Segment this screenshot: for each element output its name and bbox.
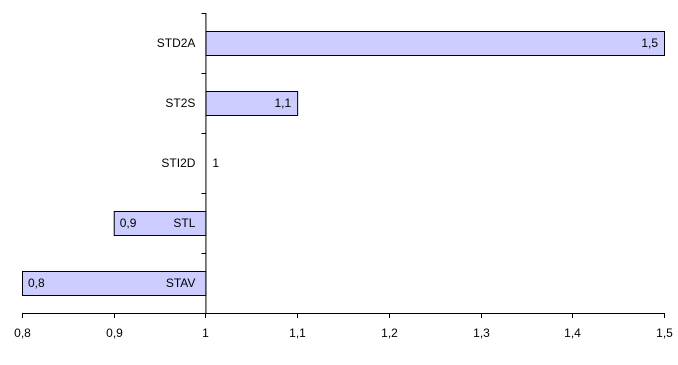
labels-layer: 0,8 0,9 1 1,1 1,2 1,3 1,4 1,5 STD2A 1,5 ST2S 1,1 STI… (14, 36, 673, 340)
category-label: STAV (166, 276, 196, 290)
category-label: ST2S (165, 96, 195, 110)
x-tick-label: 1,3 (473, 326, 490, 340)
bar-std2a (205, 31, 666, 56)
data-label: 1,5 (641, 36, 658, 50)
category-label: STI2D (161, 156, 195, 170)
x-tick-label: 1,1 (289, 326, 306, 340)
bars-layer (22, 31, 666, 296)
x-tick-label: 0,9 (106, 326, 123, 340)
category-label: STL (173, 216, 195, 230)
x-tick-label: 1,5 (656, 326, 673, 340)
x-tick-label: 1,2 (381, 326, 398, 340)
data-label: 1 (212, 156, 219, 170)
bar-stav (22, 271, 207, 296)
x-tick-label: 1,4 (564, 326, 581, 340)
data-label: 0,8 (28, 276, 45, 290)
category-label: STD2A (157, 36, 196, 50)
data-label: 1,1 (274, 96, 291, 110)
x-tick-label: 0,8 (14, 326, 31, 340)
x-tick-label: 1 (202, 326, 209, 340)
data-label: 0,9 (120, 216, 137, 230)
bar-stl (113, 211, 207, 236)
axes-layer (22, 13, 665, 318)
